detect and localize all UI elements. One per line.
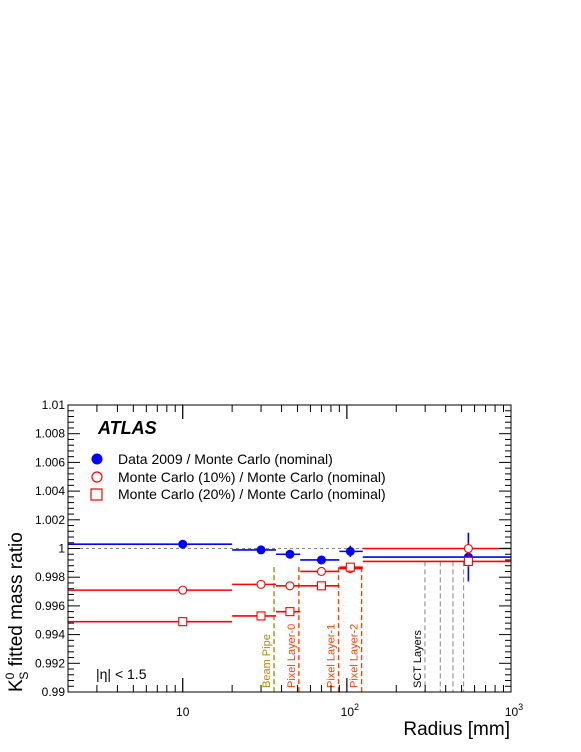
y-tick-label: 1.002 — [35, 513, 65, 527]
legend-marker-mc20 — [90, 488, 103, 501]
data-point — [256, 545, 266, 555]
y-axis-title: K0S fitted mass ratio — [3, 532, 31, 692]
legend: Data 2009 / Monte Carlo (nominal) Monte … — [90, 451, 386, 502]
x-tick-label: 10 — [176, 705, 190, 719]
atlas-label: ATLAS — [97, 418, 157, 438]
y-tick-label: 0.998 — [35, 570, 65, 584]
mc20-point — [463, 556, 473, 566]
data-point — [316, 555, 326, 565]
y-tick-label: 0.99 — [42, 685, 66, 699]
mc20-point — [178, 617, 188, 627]
y-tick-label: 0.992 — [35, 656, 65, 670]
mc20-point — [345, 562, 355, 572]
legend-marker-data — [91, 453, 103, 465]
y-tick-label: 1.004 — [35, 484, 65, 498]
mc10-point — [463, 543, 473, 554]
y-tick-label: 1.008 — [35, 427, 65, 441]
eta-cut-label: |η| < 1.5 — [96, 666, 147, 682]
y-tick-label: 1 — [58, 542, 65, 556]
legend-label-data: Data 2009 / Monte Carlo (nominal) — [118, 451, 333, 467]
legend-marker-mc10 — [91, 471, 103, 483]
x-tick-label: 102 — [341, 702, 359, 719]
detector-label: Beam Pipe — [261, 634, 273, 688]
mc10-point — [178, 585, 188, 595]
y-tick-label: 1.006 — [35, 455, 65, 469]
legend-label-mc10: Monte Carlo (10%) / Monte Carlo (nominal… — [118, 469, 386, 485]
detector-label: Pixel Layer-0 — [286, 624, 298, 688]
x-axis-title: Radius [mm] — [403, 719, 510, 740]
data-point — [345, 546, 355, 556]
legend-label-mc20: Monte Carlo (20%) / Monte Carlo (nominal… — [118, 486, 386, 502]
detector-label: Pixel Layer-2 — [349, 624, 361, 688]
mc20-point — [285, 607, 295, 617]
y-tick-label: 1.01 — [42, 398, 66, 412]
mc10-point — [316, 566, 326, 577]
mc10-point — [256, 579, 266, 589]
x-tick-label: 103 — [505, 702, 523, 719]
mc20-point — [316, 581, 326, 591]
y-tick-label: 0.996 — [35, 599, 65, 613]
data-point — [178, 539, 188, 549]
detector-label: Pixel Layer-1 — [326, 624, 338, 688]
mc10-point — [285, 581, 295, 591]
y-tick-label: 0.994 — [35, 628, 65, 642]
mc20-point — [256, 611, 266, 621]
data-point — [285, 549, 295, 559]
sct-layers-label: SCT Layers — [412, 630, 424, 688]
